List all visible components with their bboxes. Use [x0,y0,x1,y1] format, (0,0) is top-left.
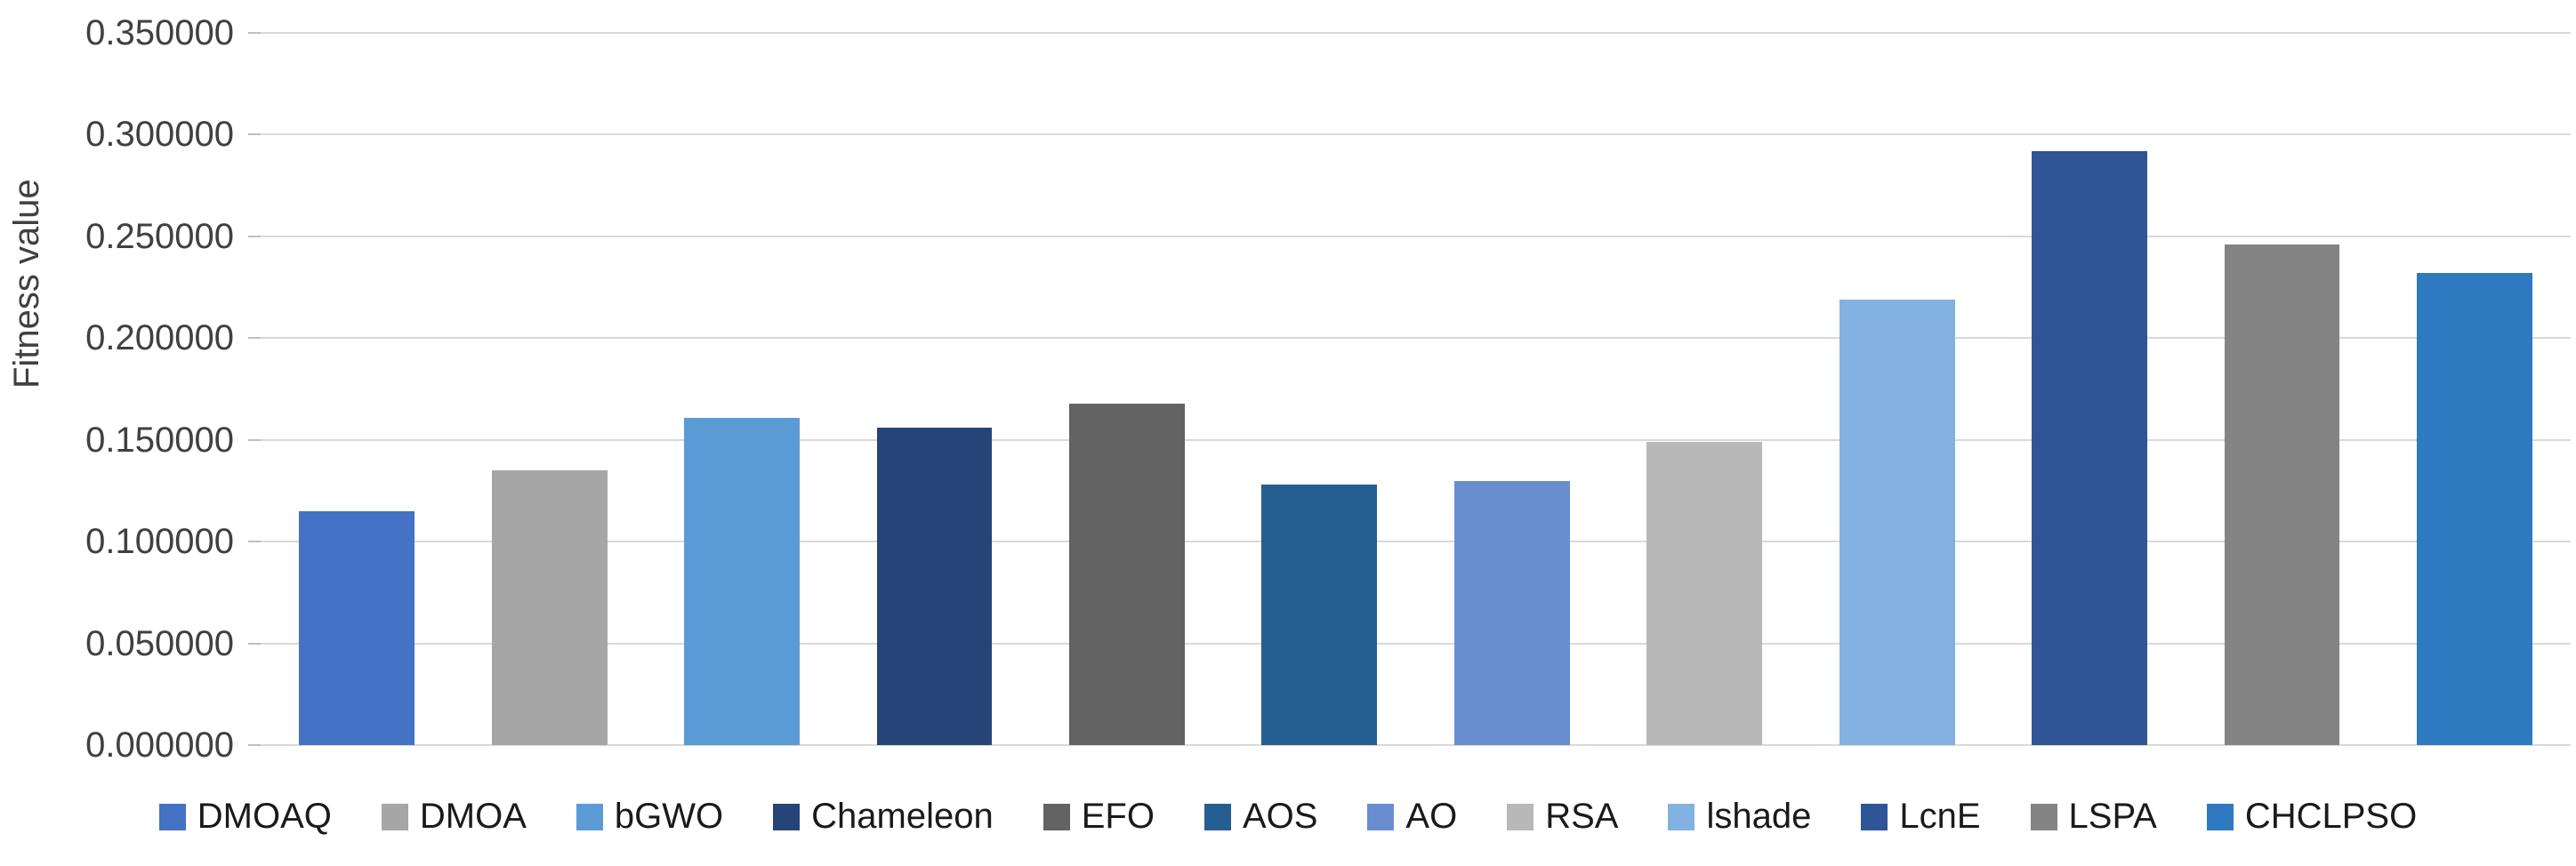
bar-slot-efo [1031,33,1223,745]
bar-dmoaq [299,510,415,745]
legend-swatch-icon [576,803,603,830]
y-tick-label: 0.100000 [85,522,234,562]
y-tick-label: 0.250000 [85,216,234,256]
y-tick-label: 0.150000 [85,420,234,460]
legend-label: EFO [1081,797,1155,836]
gridline [261,337,2571,340]
y-tick-mark [248,235,262,237]
legend-label: lshade [1706,797,1812,836]
gridline [261,133,2571,136]
plot-area [261,32,2571,746]
y-tick-label: 0.200000 [85,318,234,358]
bar-slot-lshade [1800,33,1992,745]
bar-dmoa [491,470,608,745]
legend-item-ao: AO [1367,797,1457,837]
bar-slot-aos [1223,33,1415,745]
bar-slot-chameleon [838,33,1030,745]
bar-chameleon [876,427,993,745]
legend-label: DMOA [419,797,527,836]
bar-lspa [2224,245,2340,745]
bar-slot-lspa [2186,33,2378,745]
legend-item-lspa: LSPA [2030,797,2157,837]
legend-swatch-icon [1861,803,1888,830]
y-tick-mark [248,337,262,340]
legend-label: DMOAQ [197,797,332,836]
bar-aos [1261,485,1378,745]
legend-item-efo: EFO [1042,797,1155,837]
y-tick-mark [248,438,262,441]
bar-bgwo [684,417,800,745]
y-tick-mark [248,32,262,34]
legend-item-chameleon: Chameleon [773,797,994,837]
legend-swatch-icon [1203,803,1231,830]
y-tick-mark [248,541,262,543]
legend-swatch-icon [2030,803,2057,830]
gridline [261,32,2571,34]
legend: DMOAQ DMOA bGWO Chameleon EFO AOS AO RSA lshade L… [0,797,2576,837]
bar-slot-ao [1416,33,1608,745]
legend-item-bgwo: bGWO [576,797,723,837]
legend-item-rsa: RSA [1507,797,1618,837]
legend-label: RSA [1545,797,1619,836]
legend-label: Chameleon [811,797,994,836]
bar-series [261,33,2571,745]
legend-swatch-icon [1042,803,1070,830]
y-tick-mark [248,133,262,136]
y-tick-label: 0.000000 [85,726,234,765]
legend-label: LcnE [1899,797,1981,836]
legend-swatch-icon [1668,803,1695,830]
legend-item-dmoa: DMOA [381,797,527,837]
legend-item-lshade: lshade [1668,797,1811,837]
legend-swatch-icon [381,803,408,830]
legend-item-lcne: LcnE [1861,797,1981,837]
bar-chclpso [2416,273,2532,745]
bar-efo [1068,403,1185,745]
gridline [261,235,2571,237]
bar-slot-lcne [1993,33,2186,745]
legend-swatch-icon [158,803,186,830]
bar-rsa [1646,442,1763,745]
bar-slot-bgwo [646,33,838,745]
bar-slot-dmoaq [261,33,453,745]
legend-item-dmoaq: DMOAQ [158,797,332,837]
legend-swatch-icon [1507,803,1534,830]
legend-item-chclpso: CHCLPSO [2206,797,2418,837]
legend-label: bGWO [614,797,724,836]
y-tick-label: 0.050000 [85,623,234,663]
gridline [261,438,2571,441]
bar-slot-chclpso [2379,33,2571,745]
gridline [261,541,2571,543]
legend-label: LSPA [2068,797,2157,836]
bar-lcne [2032,150,2147,745]
bar-slot-dmoa [453,33,645,745]
y-tick-label: 0.350000 [85,13,234,52]
legend-swatch-icon [2206,803,2234,830]
legend-label: AO [1405,797,1458,836]
gridline [261,642,2571,645]
legend-label: CHCLPSO [2244,797,2418,836]
y-tick-mark [248,744,262,746]
legend-label: AOS [1242,797,1318,836]
gridline [261,744,2571,746]
y-tick-label: 0.300000 [85,115,234,155]
legend-swatch-icon [773,803,801,830]
y-tick-mark [248,642,262,645]
legend-item-aos: AOS [1203,797,1318,837]
bar-ao [1453,480,1570,745]
bar-lshade [1839,299,1955,745]
legend-swatch-icon [1367,803,1395,830]
bar-slot-rsa [1608,33,1800,745]
